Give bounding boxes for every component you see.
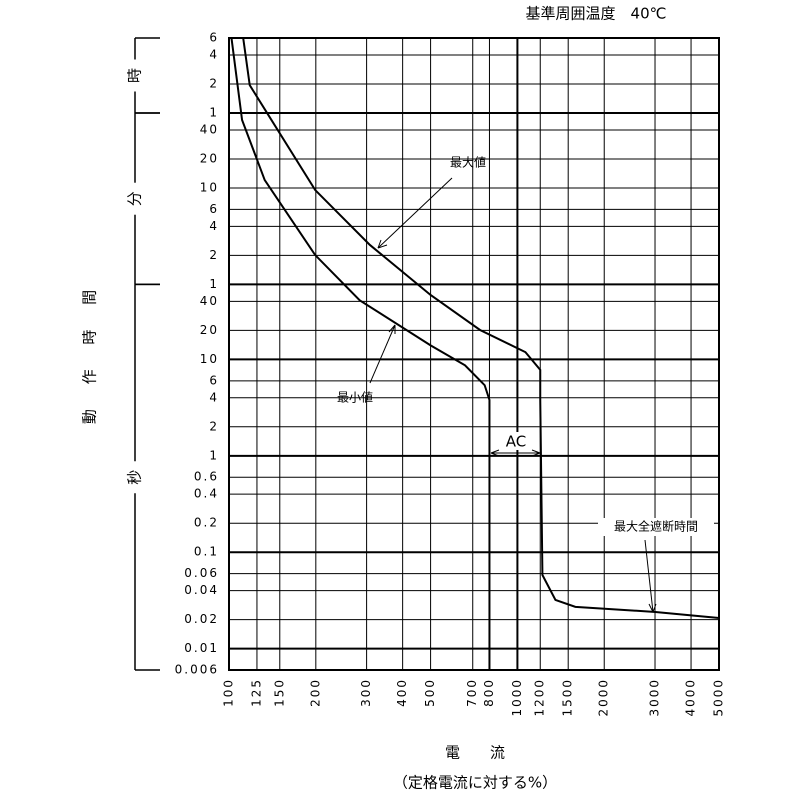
y-tick-label: 0.4 xyxy=(194,487,219,501)
y-tick-label: 6 xyxy=(209,373,219,387)
x-tick-label: 3000 xyxy=(648,678,662,717)
y-tick-label: 0.01 xyxy=(184,641,219,655)
y-tick-label: 1 xyxy=(209,448,219,462)
x-axis-sublabel: （定格電流に対する%） xyxy=(393,774,557,792)
y-tick-label: 1 xyxy=(209,106,219,120)
plot-frame xyxy=(228,37,720,671)
unit-label: 時 xyxy=(126,68,144,83)
curve xyxy=(242,37,720,619)
annotation-arrows xyxy=(369,177,657,613)
max-label: 最大値 xyxy=(450,155,486,170)
x-axis-label: 電 流 xyxy=(445,744,505,762)
x-tick-label: 150 xyxy=(272,678,286,707)
y-tick-label: 40 xyxy=(200,294,219,308)
y-tick-label: 4 xyxy=(209,390,219,404)
y-tick-label: 20 xyxy=(200,323,219,337)
y-tick-label: 40 xyxy=(200,122,219,136)
min-label: 最小値 xyxy=(337,390,373,405)
y-tick-label: 10 xyxy=(200,181,219,195)
x-tick-label: 125 xyxy=(249,678,263,707)
y-tick-label: 0.1 xyxy=(194,545,219,559)
x-tick-label: 5000 xyxy=(712,678,726,717)
y-tick-label: 0.006 xyxy=(175,663,219,677)
y-tick-label: 2 xyxy=(209,419,219,433)
y-tick-label: 4 xyxy=(209,47,219,61)
x-tick-label: 300 xyxy=(359,678,373,707)
y-tick-label: 6 xyxy=(209,202,219,216)
note-bg xyxy=(598,518,714,536)
x-tick-label: 2000 xyxy=(597,678,611,717)
y-tick-label: 1 xyxy=(209,277,219,291)
ac-bg xyxy=(500,432,532,450)
x-tick-label: 500 xyxy=(423,678,437,707)
x-tick-label: 400 xyxy=(395,678,409,707)
y-tick-label: 10 xyxy=(200,352,219,366)
y-tick-label: 2 xyxy=(209,248,219,262)
x-tick-label: 1500 xyxy=(561,678,575,717)
x-tick-label: 200 xyxy=(308,678,322,707)
y-tick-label: 20 xyxy=(200,152,219,166)
y-tick-label: 6 xyxy=(209,31,219,45)
unit-label: 分 xyxy=(126,191,144,206)
max-break-label: 最大全遮断時間 xyxy=(614,519,698,534)
y-tick-label: 0.06 xyxy=(184,566,219,580)
curve xyxy=(230,37,491,670)
x-tick-label: 1000 xyxy=(510,678,524,717)
x-tick-label: 100 xyxy=(222,678,236,707)
y-tick-label: 4 xyxy=(209,219,219,233)
ac-label: AC xyxy=(506,433,526,451)
x-tick-label: 800 xyxy=(482,678,496,707)
y-tick-label: 0.02 xyxy=(184,612,219,626)
y-tick-label: 2 xyxy=(209,76,219,90)
chart-title: 基準周囲温度 40℃ xyxy=(526,5,667,23)
y-tick-label: 0.2 xyxy=(194,516,219,530)
x-tick-label: 1200 xyxy=(533,678,547,717)
y-tick-label: 0.04 xyxy=(184,583,219,597)
x-tick-label: 4000 xyxy=(684,678,698,717)
unit-label: 秒 xyxy=(126,470,144,485)
y-tick-label: 0.6 xyxy=(194,470,219,484)
y-axis-label: 動 作 時 間 xyxy=(81,280,99,424)
x-tick-label: 700 xyxy=(465,678,479,707)
